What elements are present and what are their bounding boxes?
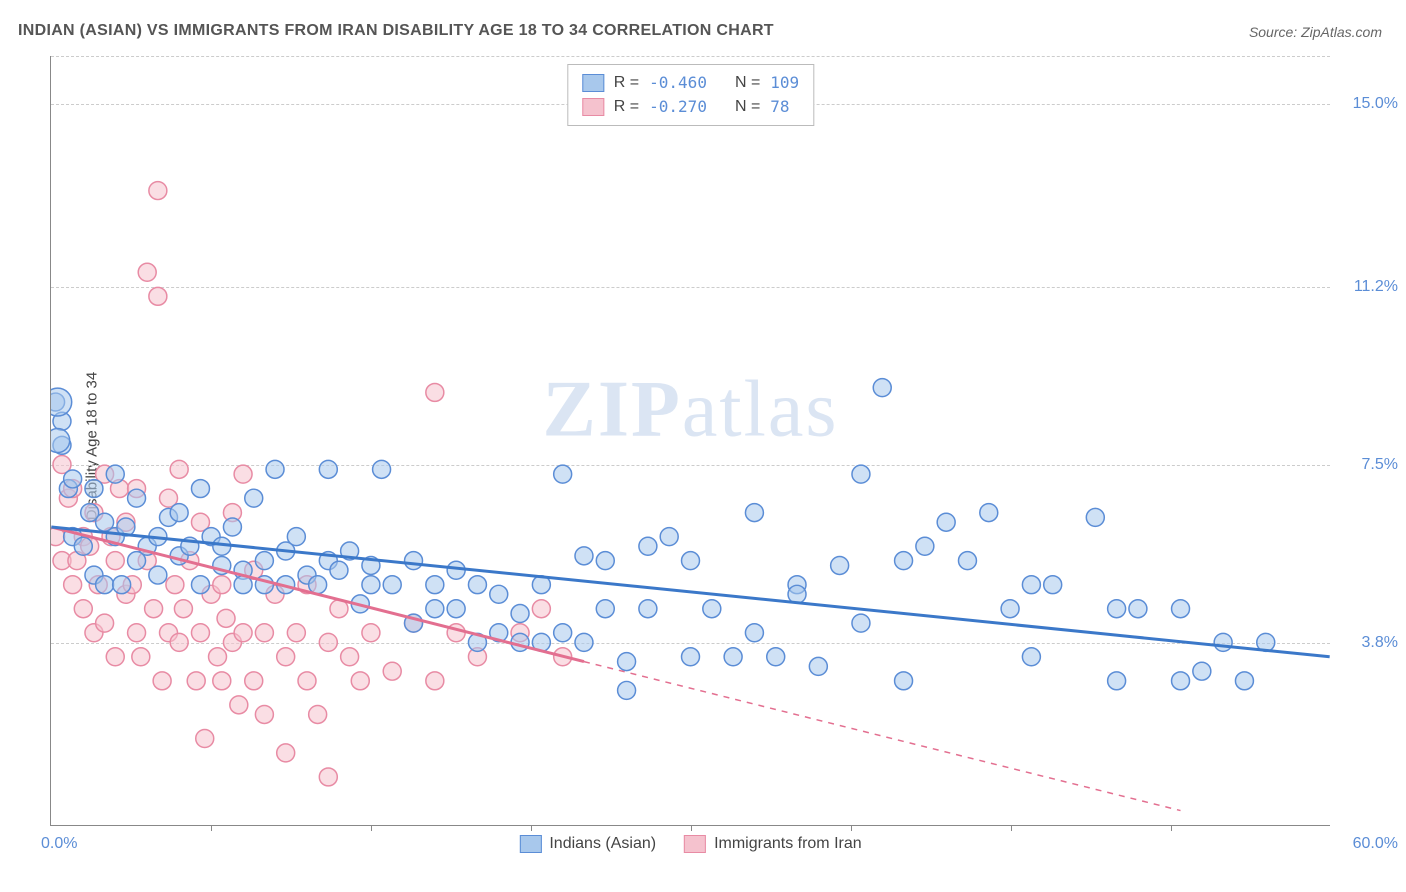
x-axis-tick-mark [1171,825,1172,831]
y-axis-tick: 7.5% [1362,456,1398,474]
legend-series: Indians (Asian) Immigrants from Iran [519,835,861,853]
y-axis-tick: 15.0% [1353,95,1398,113]
x-axis-tick-mark [211,825,212,831]
swatch-pink-icon [582,98,604,116]
x-axis-tick-mark [1011,825,1012,831]
legend-item-indians: Indians (Asian) [519,835,656,853]
swatch-blue-icon [519,835,541,853]
swatch-pink-icon [684,835,706,853]
source-attribution: Source: ZipAtlas.com [1249,24,1382,40]
y-axis-tick: 11.2% [1354,278,1398,296]
x-axis-tick-mark [531,825,532,831]
legend-correlation: R = -0.460 N = 109 R = -0.270 N = 78 [567,64,814,126]
swatch-blue-icon [582,74,604,92]
scatter-svg [51,56,1330,825]
legend-row-pink: R = -0.270 N = 78 [582,95,799,119]
chart-title: INDIAN (ASIAN) VS IMMIGRANTS FROM IRAN D… [18,22,774,40]
y-axis-tick: 3.8% [1362,634,1398,652]
legend-item-iran: Immigrants from Iran [684,835,862,853]
x-axis-tick-mark [851,825,852,831]
x-axis-tick-start: 0.0% [41,835,77,853]
legend-row-blue: R = -0.460 N = 109 [582,71,799,95]
plot-area: ZIPatlas R = -0.460 N = 109 R = -0.270 N… [50,56,1330,826]
x-axis-tick-mark [691,825,692,831]
x-axis-tick-end: 60.0% [1353,835,1398,853]
x-axis-tick-mark [371,825,372,831]
